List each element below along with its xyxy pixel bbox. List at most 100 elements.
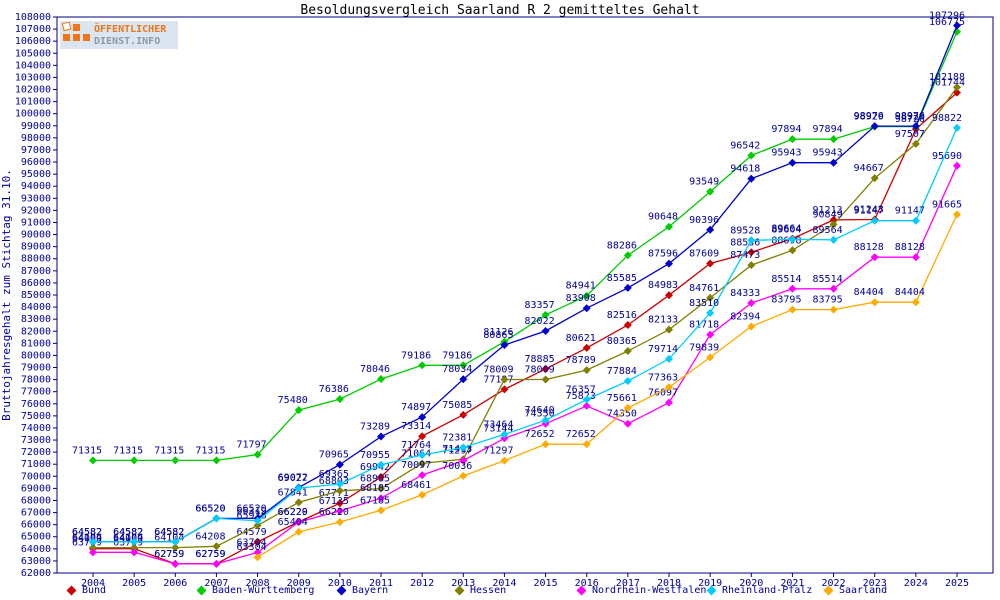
data-point (541, 364, 550, 373)
data-point-label: 71297 (442, 446, 472, 457)
data-point-label: 74350 (525, 409, 555, 420)
data-point (829, 135, 838, 144)
data-point (253, 521, 262, 530)
data-point-label: 88128 (854, 242, 884, 253)
data-point-label: 91243 (854, 205, 884, 216)
data-point-label: 71315 (154, 445, 184, 456)
data-point-label: 64104 (154, 533, 184, 544)
legend-label: Baden-Württemberg (212, 584, 315, 596)
data-point (377, 484, 385, 493)
data-point-label: 98822 (932, 113, 962, 124)
data-point-label: 64104 (72, 533, 102, 544)
y-tick-label: 83000 (21, 314, 51, 325)
y-tick-label: 65000 (21, 532, 51, 543)
data-point (911, 216, 920, 225)
data-point-label: 91665 (932, 199, 962, 210)
data-point-label: 85514 (771, 274, 801, 285)
data-point-label: 81718 (689, 320, 719, 331)
data-point-label: 63709 (72, 537, 102, 548)
data-point (130, 548, 139, 557)
data-point (541, 326, 550, 335)
data-point-label: 84941 (566, 281, 596, 292)
data-point (747, 322, 756, 331)
legend-swatch (823, 585, 834, 595)
data-point (665, 259, 673, 268)
data-point-label: 69365 (319, 469, 349, 480)
data-point-label: 91213 (813, 205, 843, 216)
data-point (459, 375, 468, 384)
data-point-label: 74350 (607, 409, 637, 420)
y-tick-label: 86000 (21, 278, 51, 289)
data-point-label: 73314 (401, 421, 431, 432)
data-point-label: 90648 (648, 212, 678, 223)
legend-swatch (576, 585, 587, 595)
plot-border (56, 16, 994, 574)
data-point (911, 122, 920, 131)
data-point-label: 79186 (442, 350, 472, 361)
data-point-label: 83795 (771, 295, 801, 306)
legend-swatch (454, 585, 465, 595)
data-point-label: 85514 (813, 274, 843, 285)
data-point-label: 62759 (154, 549, 184, 560)
data-point-label: 77884 (607, 366, 637, 377)
data-point-label: 71315 (195, 445, 225, 456)
data-point (870, 216, 879, 225)
data-point (335, 486, 344, 495)
data-point-label: 98976 (895, 111, 925, 122)
series-bayern: 64582 64582 64582 66520 66520 69072 70965 73289… (72, 11, 965, 546)
y-tick-label: 95000 (21, 169, 51, 180)
y-tick-label: 108000 (15, 12, 51, 23)
x-tick-label: 2005 (122, 578, 146, 589)
data-point-label: 68803 (319, 476, 349, 487)
y-tick-label: 93000 (21, 193, 51, 204)
data-point (788, 284, 797, 293)
data-point-label: 83795 (813, 295, 843, 306)
legend-item-bund: Bund (66, 583, 106, 597)
series-baden-w-rttemberg: 71315 71315 71315 71315 71797 75480 76386 78046… (72, 17, 965, 465)
data-point-label: 93549 (689, 177, 719, 188)
y-tick-label: 81000 (21, 338, 51, 349)
data-point-label: 107296 (929, 11, 965, 22)
chart-title: Besoldungsvergleich Saarland R 2 gemitte… (300, 3, 700, 18)
data-point (541, 310, 550, 319)
x-tick-label: 2021 (780, 578, 804, 589)
data-point (665, 291, 673, 300)
data-point-label: 81126 (483, 327, 513, 338)
data-point-label: 63709 (113, 537, 143, 548)
data-point-label: 78034 (442, 364, 472, 375)
data-point (171, 543, 180, 552)
data-point-label: 68985 (360, 474, 390, 485)
data-point-label: 67185 (360, 495, 390, 506)
y-tick-label: 74000 (21, 423, 51, 434)
data-point (212, 559, 221, 568)
data-point (870, 174, 879, 183)
data-point-label: 98726 (895, 114, 925, 125)
legend-item-saarland: Saarland (823, 583, 887, 597)
data-point (788, 135, 797, 144)
data-point (377, 473, 385, 482)
data-point-label: 88286 (607, 240, 637, 251)
data-point-label: 73289 (360, 422, 390, 433)
data-point (459, 456, 468, 465)
data-point-label: 78885 (525, 354, 555, 365)
data-point-label: 72652 (525, 429, 555, 440)
data-point-label: 95943 (813, 148, 843, 159)
data-point (788, 246, 797, 255)
x-tick-label: 2006 (163, 578, 187, 589)
x-tick-label: 2011 (369, 578, 393, 589)
data-point (953, 123, 961, 132)
x-tick-label: 2015 (534, 578, 558, 589)
legend-swatch (706, 585, 717, 595)
data-point-label: 71297 (483, 446, 513, 457)
data-point-label: 98929 (895, 112, 925, 123)
data-point-label: 64582 (72, 527, 102, 538)
data-point (89, 548, 97, 557)
data-point (130, 543, 139, 552)
data-point-label: 64009 (113, 534, 143, 545)
x-tick-label: 2023 (863, 578, 887, 589)
data-point (911, 253, 920, 262)
data-point (706, 225, 715, 234)
y-tick-label: 72000 (21, 447, 51, 458)
